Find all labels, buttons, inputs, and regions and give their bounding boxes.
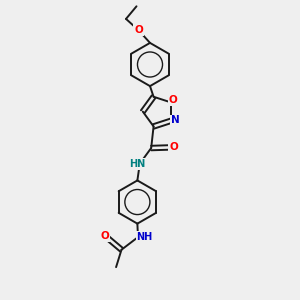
Text: HN: HN (129, 159, 146, 169)
Text: O: O (100, 231, 109, 241)
Text: NH: NH (136, 232, 153, 242)
Text: O: O (134, 25, 143, 35)
Text: O: O (168, 95, 177, 105)
Text: N: N (171, 116, 180, 125)
Text: O: O (169, 142, 178, 152)
